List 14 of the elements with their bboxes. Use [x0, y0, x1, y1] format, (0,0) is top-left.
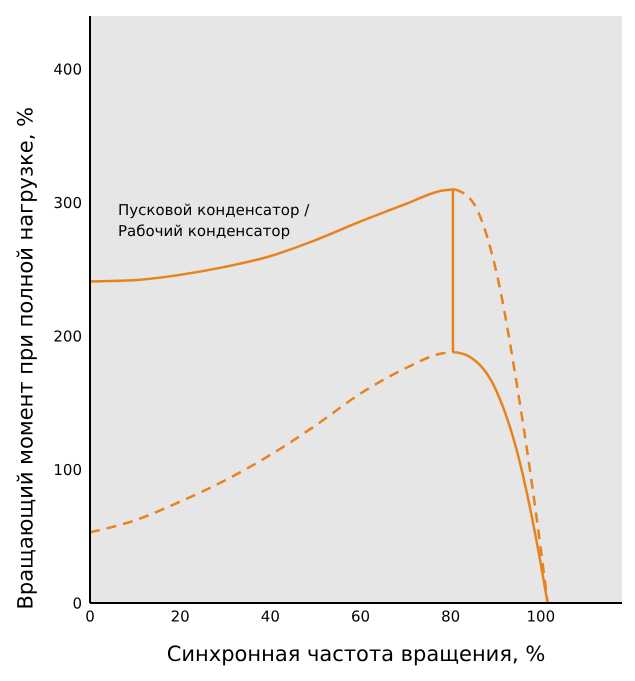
y-tick-label: 300: [53, 194, 82, 212]
x-tick-label: 60: [350, 608, 370, 626]
x-tick-label: 20: [170, 608, 190, 626]
y-tick-label: 200: [53, 328, 82, 346]
x-tick-label: 0: [85, 608, 95, 626]
x-tick-label: 80: [441, 608, 460, 626]
annotation: Пусковой конденсатор / Рабочий конденсатор: [118, 200, 310, 242]
x-axis-title: Синхронная частота вращения, %: [166, 642, 546, 666]
x-tick-label: 40: [260, 608, 280, 626]
y-tick-label: 0: [72, 594, 82, 612]
x-tick-label: 100: [526, 608, 556, 626]
y-tick-label: 400: [53, 60, 82, 79]
y-axis-title: Вращающий момент при полной нагрузке, %: [13, 106, 38, 610]
y-tick-label: 100: [53, 460, 82, 479]
